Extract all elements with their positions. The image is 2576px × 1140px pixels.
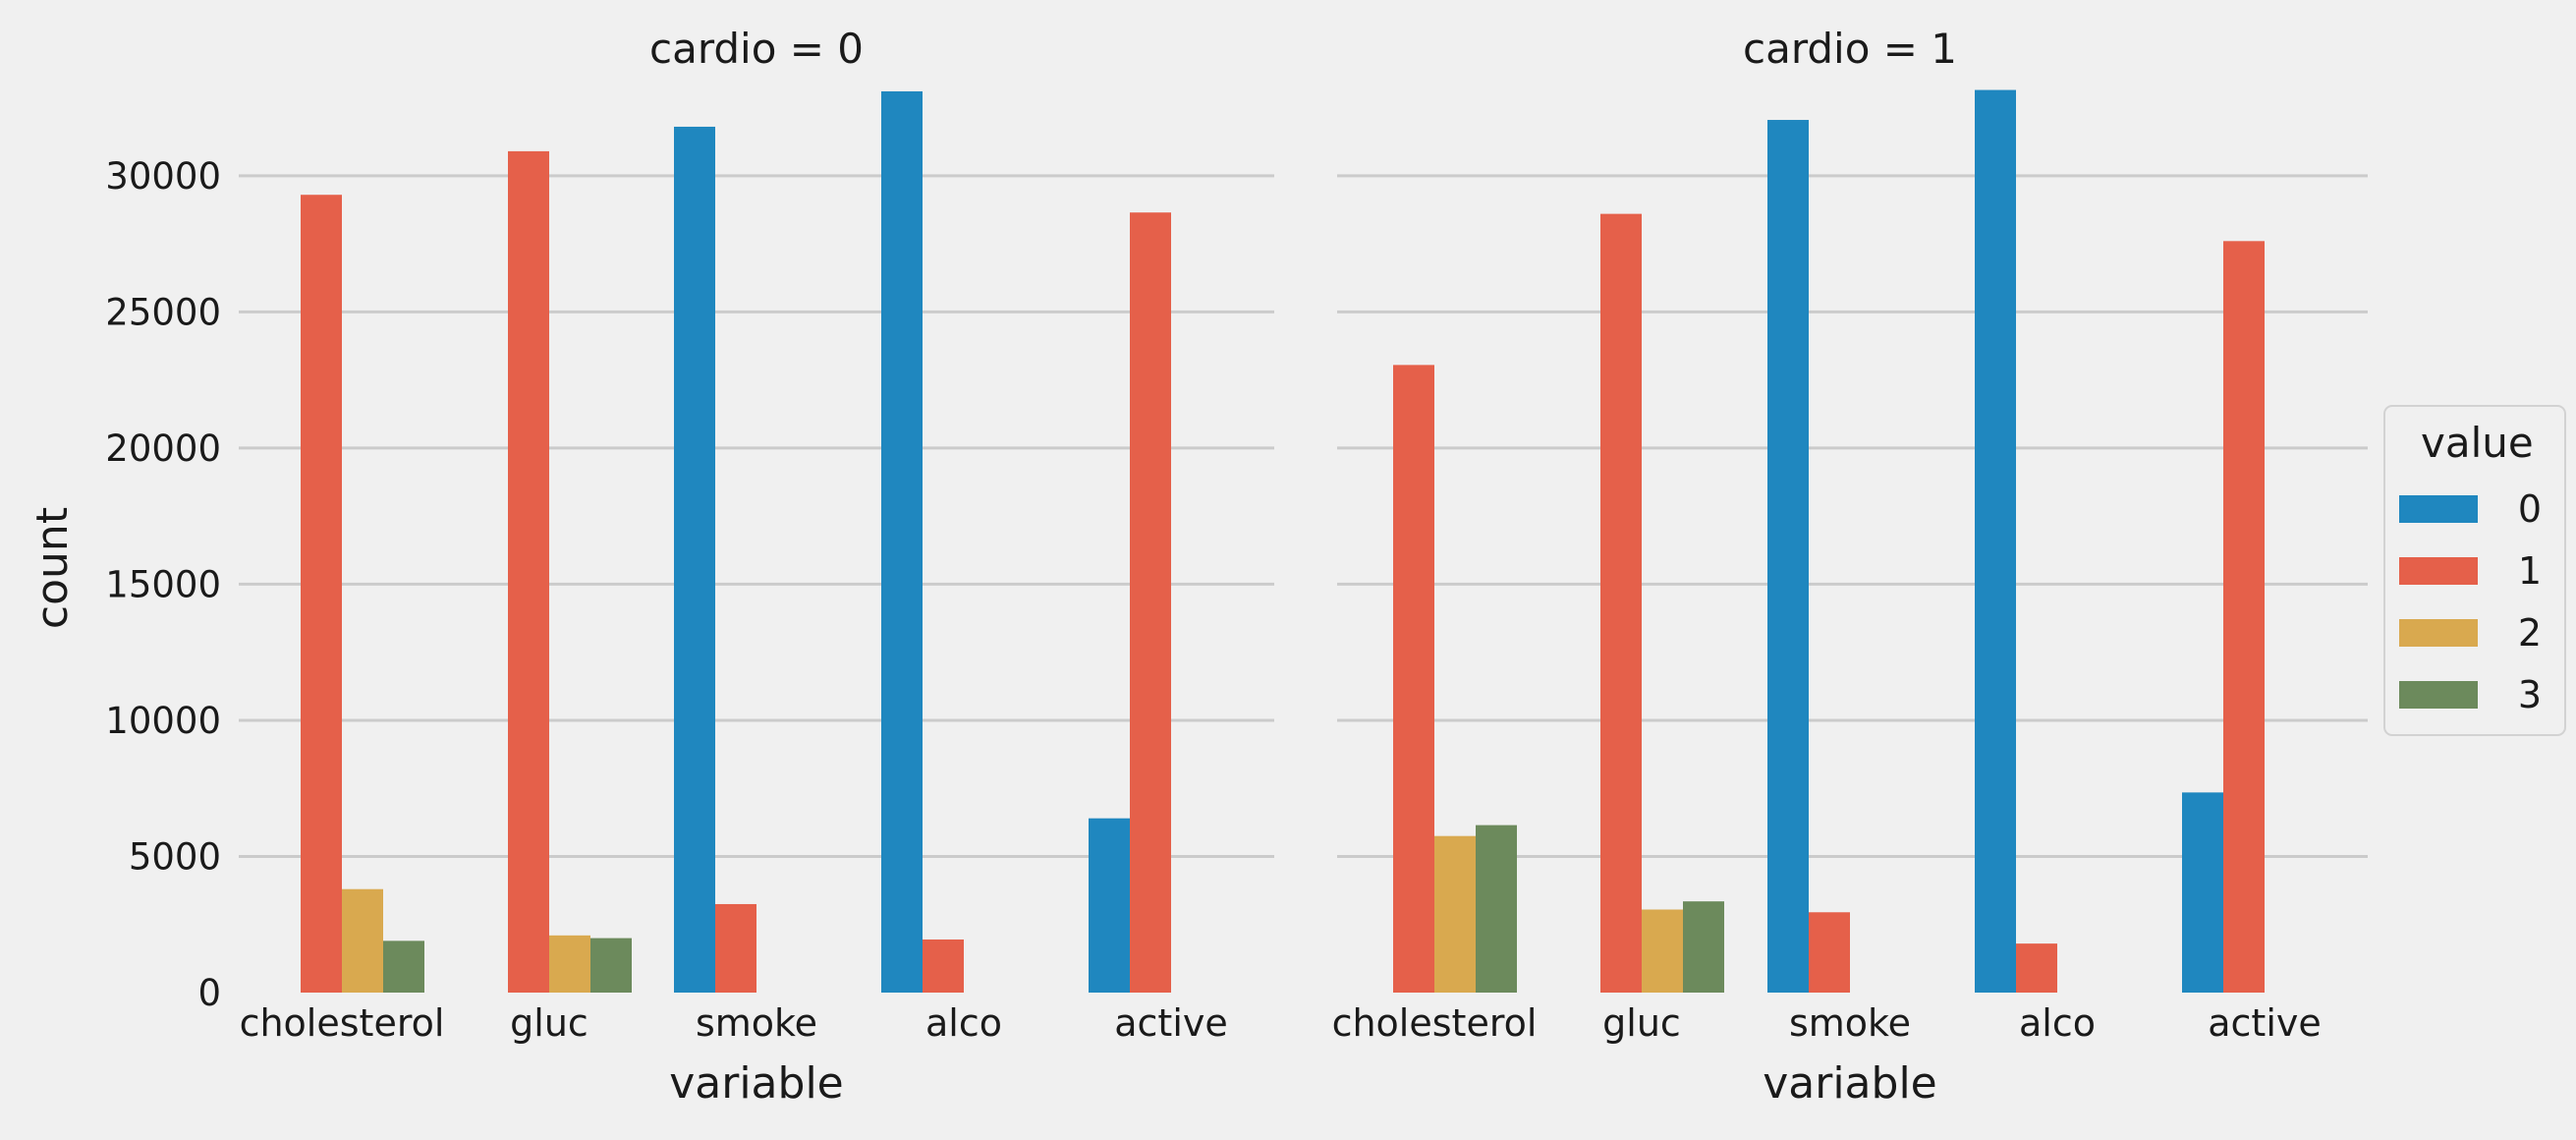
- bar-gluc-value-2: [549, 935, 590, 993]
- bars: [1393, 89, 2265, 994]
- x-axis-label: variable: [669, 1058, 844, 1109]
- legend-swatch: [2399, 557, 2478, 585]
- legend-label: 0: [2518, 487, 2542, 531]
- bar-cholesterol-value-3: [383, 940, 424, 993]
- bar-alco-value-1: [923, 939, 964, 993]
- bar-cholesterol-value-1: [301, 195, 342, 993]
- legend-swatch: [2399, 681, 2478, 709]
- bar-smoke-value-0: [674, 126, 715, 993]
- legend-swatch: [2399, 495, 2478, 523]
- x-tick-label: alco: [2019, 1001, 2096, 1045]
- bar-gluc-value-3: [590, 938, 632, 993]
- bar-gluc-value-1: [1600, 213, 1642, 994]
- bar-gluc-value-1: [508, 150, 549, 993]
- bar-cholesterol-value-3: [1476, 825, 1517, 993]
- x-tick-label: smoke: [696, 1001, 817, 1045]
- y-tick-label: 30000: [105, 155, 221, 198]
- x-tick-label: cholesterol: [240, 1001, 445, 1045]
- grid-lines: [1337, 174, 2368, 858]
- panel-cardio-0: cardio = 0 cholesterol gluc smoke alco activ…: [239, 25, 1274, 1109]
- y-tick-label: 10000: [105, 700, 221, 742]
- x-tick-label: cholesterol: [1332, 1001, 1538, 1045]
- y-tick-label: 15000: [105, 563, 221, 605]
- x-tick-labels: cholesterol gluc smoke alco active: [1332, 1001, 2322, 1045]
- grid-lines: [239, 174, 1274, 858]
- bar-smoke-value-1: [715, 903, 756, 993]
- bar-gluc-value-3: [1683, 901, 1724, 993]
- y-tick-label: 20000: [105, 428, 221, 470]
- bar-cholesterol-value-2: [1434, 835, 1476, 993]
- y-tick-label: 0: [197, 972, 221, 1014]
- bar-active-value-0: [2182, 792, 2223, 993]
- x-tick-labels: cholesterol gluc smoke alco active: [240, 1001, 1228, 1045]
- x-tick-label: gluc: [510, 1001, 588, 1045]
- legend-label: 2: [2518, 611, 2542, 655]
- bar-cholesterol-value-1: [1393, 365, 1434, 994]
- y-tick-labels: 0 5000 10000 15000 20000 25000 30000: [105, 155, 221, 1014]
- y-axis-label: count: [28, 507, 78, 629]
- bar-smoke-value-0: [1767, 120, 1809, 993]
- bar-smoke-value-1: [1809, 912, 1850, 993]
- x-tick-label: alco: [925, 1001, 1002, 1045]
- bar-cholesterol-value-2: [342, 888, 383, 993]
- bar-alco-value-1: [2016, 943, 2057, 993]
- legend: value 0 1 2 3: [2383, 405, 2566, 736]
- bar-alco-value-0: [1975, 89, 2016, 994]
- bar-active-value-1: [1130, 212, 1171, 994]
- panel-title: cardio = 1: [1743, 25, 1957, 73]
- panel-cardio-1: cardio = 1 cholesterol gluc smoke alco activ…: [1332, 25, 2368, 1109]
- legend-swatch: [2399, 619, 2478, 647]
- x-tick-label: active: [1114, 1001, 1228, 1045]
- bar-active-value-1: [2223, 241, 2265, 994]
- panel-title: cardio = 0: [649, 25, 864, 73]
- bars: [301, 90, 1171, 994]
- legend-entries: 0 1 2 3: [2399, 487, 2542, 716]
- legend-label: 3: [2518, 673, 2542, 716]
- x-axis-label: variable: [1763, 1058, 1937, 1109]
- bar-gluc-value-2: [1642, 909, 1683, 993]
- legend-label: 1: [2518, 549, 2542, 593]
- bar-alco-value-0: [881, 90, 923, 993]
- legend-title: value: [2421, 419, 2534, 467]
- y-tick-label: 25000: [105, 291, 221, 333]
- x-tick-label: active: [2208, 1001, 2322, 1045]
- bar-active-value-0: [1089, 818, 1130, 993]
- x-tick-label: gluc: [1602, 1001, 1681, 1045]
- y-tick-label: 5000: [129, 835, 221, 878]
- x-tick-label: smoke: [1789, 1001, 1911, 1045]
